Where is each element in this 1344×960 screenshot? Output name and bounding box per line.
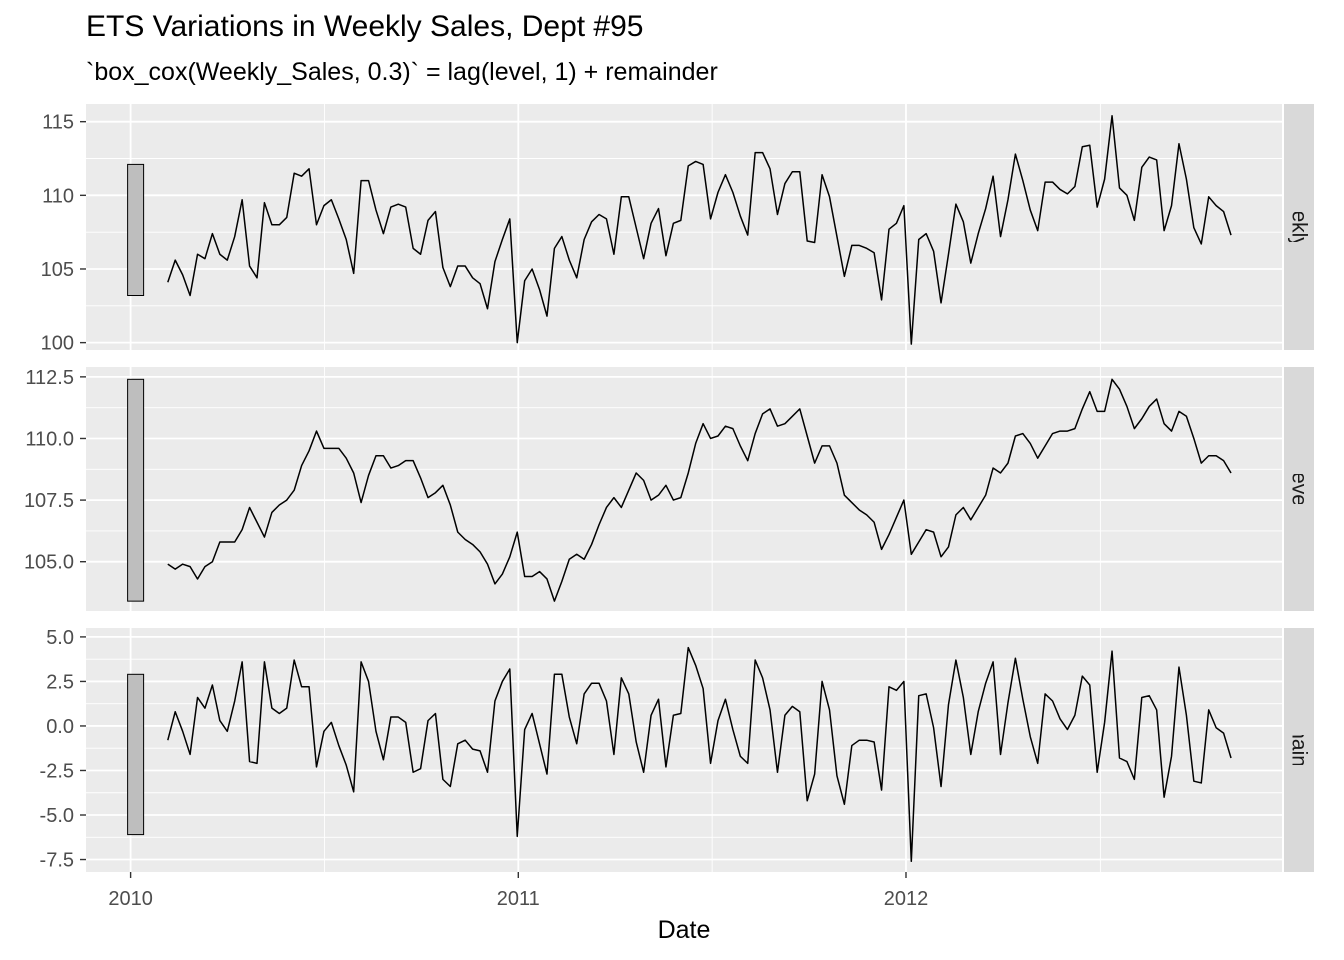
y-tick-label: -2.5 [40,760,74,782]
chart-subtitle: `box_cox(Weekly_Sales, 0.3)` = lag(level… [86,58,718,86]
facet-panel-2: 105.0 107.5 110.0 112.5 level [24,367,1314,611]
facet-panel-1: 100 105 110 115 box_cox(Weekly_Sales, 0.3) [41,94,1314,360]
facet-strip [1284,104,1314,350]
facet-panel-3: -7.5 -5.0 -2.5 0.0 2.5 5.0 remainder [40,627,1314,872]
y-tick-label: 110.0 [25,428,74,450]
panel-background [86,104,1282,350]
facet-strip [1284,367,1314,611]
x-tick-label: 2010 [108,888,153,910]
scale-bar [127,378,145,602]
y-tick-label: 115 [42,112,74,134]
x-tick-label: 2012 [884,888,929,910]
facet-strip [1284,628,1314,872]
facet-strip-label: box_cox(Weekly_Sales, 0.3) [1288,94,1311,360]
chart-title: ETS Variations in Weekly Sales, Dept #95 [86,10,644,43]
series-line [167,378,1232,602]
facet-strip-label: remainder [1288,703,1311,798]
scale-bar [127,163,145,296]
y-tick-label: 0.0 [46,716,74,738]
y-tick-label: 107.5 [24,490,74,512]
y-tick-label: 5.0 [46,627,74,649]
y-tick-label: 2.5 [46,671,74,693]
y-tick-label: -7.5 [40,850,74,872]
y-tick-label: 100 [41,333,74,355]
x-tick-label: 2011 [497,888,540,910]
facet-strip-label: level [1288,467,1311,510]
y-tick-label: 110 [42,185,74,207]
y-tick-label: -5.0 [40,805,74,827]
y-tick-label: 105.0 [24,552,74,574]
series-line [167,115,1232,345]
panel-background [86,628,1282,872]
y-tick-label: 105 [41,259,74,281]
x-axis-title: Date [658,916,711,944]
scale-bar [127,673,145,836]
y-tick-label: 112.5 [25,367,74,389]
series-line [167,646,1232,863]
